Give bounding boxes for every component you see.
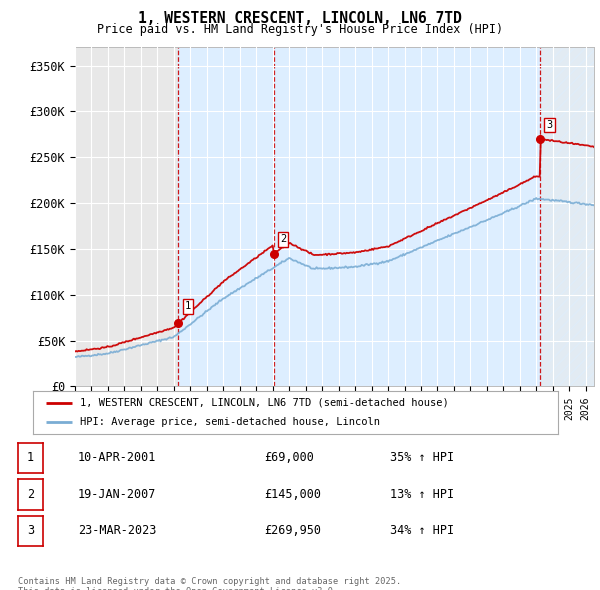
- Text: £69,000: £69,000: [264, 451, 314, 464]
- Text: 2: 2: [280, 234, 286, 244]
- Text: 34% ↑ HPI: 34% ↑ HPI: [390, 525, 454, 537]
- Text: 1, WESTERN CRESCENT, LINCOLN, LN6 7TD (semi-detached house): 1, WESTERN CRESCENT, LINCOLN, LN6 7TD (s…: [80, 398, 449, 408]
- Text: 1: 1: [185, 301, 191, 312]
- Text: Contains HM Land Registry data © Crown copyright and database right 2025.
This d: Contains HM Land Registry data © Crown c…: [18, 577, 401, 590]
- Text: Price paid vs. HM Land Registry's House Price Index (HPI): Price paid vs. HM Land Registry's House …: [97, 23, 503, 36]
- Text: 35% ↑ HPI: 35% ↑ HPI: [390, 451, 454, 464]
- Text: 3: 3: [547, 120, 553, 130]
- Bar: [540, 47, 600, 386]
- Text: £269,950: £269,950: [264, 525, 321, 537]
- Text: 1: 1: [27, 451, 34, 464]
- Text: 23-MAR-2023: 23-MAR-2023: [78, 525, 157, 537]
- Bar: [274, 47, 540, 386]
- Text: 19-JAN-2007: 19-JAN-2007: [78, 488, 157, 501]
- Bar: [178, 47, 274, 386]
- Text: 2: 2: [27, 488, 34, 501]
- Text: 13% ↑ HPI: 13% ↑ HPI: [390, 488, 454, 501]
- Text: £145,000: £145,000: [264, 488, 321, 501]
- Text: 3: 3: [27, 525, 34, 537]
- Text: HPI: Average price, semi-detached house, Lincoln: HPI: Average price, semi-detached house,…: [80, 417, 380, 427]
- Text: 10-APR-2001: 10-APR-2001: [78, 451, 157, 464]
- Text: 1, WESTERN CRESCENT, LINCOLN, LN6 7TD: 1, WESTERN CRESCENT, LINCOLN, LN6 7TD: [138, 11, 462, 25]
